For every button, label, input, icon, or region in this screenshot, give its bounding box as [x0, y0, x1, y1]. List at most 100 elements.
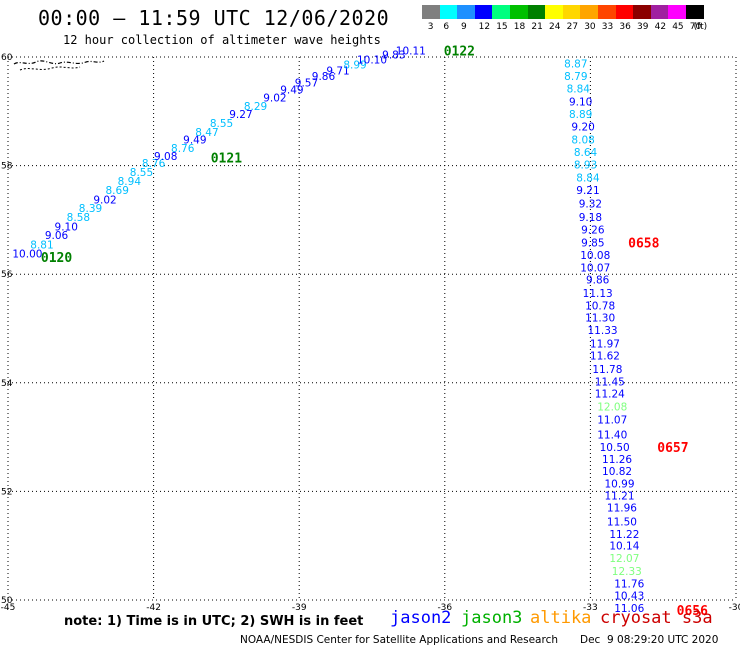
legend-label: 9 — [461, 22, 467, 32]
wave-height-value: 9.49 — [183, 135, 206, 147]
wave-height-value: 8.47 — [195, 127, 218, 139]
legend-swatch — [510, 5, 529, 19]
legend-label: 30 — [584, 22, 596, 32]
color-scale-legend: 3 6 9 12 15 18 21 24 27 30 33 36 39 42 45 70 (ft) — [0, 0, 740, 40]
legend-swatch — [439, 5, 458, 19]
wave-height-value: 8.93 — [574, 160, 597, 172]
pass-time-label: 0657 — [657, 441, 688, 456]
wave-height-value: 8.76 — [142, 158, 166, 170]
legend-swatch — [562, 5, 581, 19]
legend-swatch — [668, 5, 687, 19]
wave-height-value: 9.57 — [295, 78, 318, 90]
legend-swatch — [422, 5, 441, 19]
wave-height-value: 9.32 — [579, 199, 602, 211]
wave-height-value: 8.94 — [118, 176, 142, 188]
wave-height-value: 8.84 — [567, 83, 591, 95]
wave-height-value: 11.30 — [585, 313, 615, 325]
wave-height-value: 8.81 — [30, 239, 53, 251]
wave-height-plot: -45-42-39-36-33-3050525456586010.008.819… — [1, 44, 740, 619]
wave-height-value: 11.13 — [583, 288, 613, 300]
wave-height-value: 11.50 — [607, 516, 637, 528]
legend-label: 70 — [689, 22, 702, 32]
legend-swatch — [580, 5, 599, 19]
wave-height-value: 8.55 — [210, 118, 233, 130]
wave-height-value: 10.99 — [604, 478, 634, 490]
chart-subtitle: 12 hour collection of altimeter wave hei… — [63, 33, 381, 47]
legend-swatch — [474, 5, 493, 19]
wave-height-value: 9.06 — [45, 230, 69, 242]
legend-label: 24 — [549, 22, 561, 32]
wave-height-value: 8.39 — [79, 203, 102, 215]
wave-height-value: 11.07 — [597, 415, 627, 427]
x-tick-label: -39 — [292, 603, 307, 613]
wave-height-value: 8.29 — [244, 101, 267, 113]
wave-height-value: 8.08 — [571, 135, 594, 147]
wave-height-value: 10.43 — [614, 591, 644, 603]
wave-height-value: 11.21 — [604, 491, 634, 503]
wave-height-value: 8.84 — [576, 173, 600, 185]
wave-height-value: 9.02 — [263, 93, 286, 105]
chart-title: 00:00 – 11:59 UTC 12/06/2020 — [38, 6, 390, 30]
wave-height-value: 9.83 — [382, 49, 405, 61]
legend-label: 39 — [637, 22, 649, 32]
legend-swatch — [615, 5, 634, 19]
legend-label: 42 — [654, 22, 667, 32]
y-tick-label: 58 — [1, 162, 13, 172]
wave-height-value: 9.27 — [229, 109, 252, 121]
wave-height-value: 9.49 — [280, 85, 303, 97]
wave-height-value: 9.20 — [571, 122, 594, 134]
y-tick-label: 50 — [1, 596, 13, 606]
legend-swatch — [650, 5, 669, 19]
wave-height-value: 9.86 — [586, 275, 610, 287]
wave-height-value: 11.06 — [614, 603, 644, 615]
y-tick-label: 54 — [1, 379, 13, 389]
coastline — [13, 60, 105, 65]
wave-height-value: 11.26 — [602, 454, 632, 466]
wave-height-value: 10.08 — [580, 250, 610, 262]
wave-height-value: 8.58 — [67, 212, 90, 224]
wave-height-value: 11.96 — [607, 503, 637, 515]
satellite-altika-label: altika — [530, 608, 592, 628]
satellite-cryosat-label: cryosat s3a — [600, 608, 713, 628]
wave-height-value: 10.07 — [580, 263, 610, 275]
wave-height-value: 9.21 — [576, 185, 599, 197]
wave-height-value: 10.82 — [602, 466, 632, 478]
wave-height-value: 8.99 — [343, 60, 366, 72]
legend-label: 36 — [619, 22, 631, 32]
wave-height-value: 9.08 — [154, 151, 177, 163]
coastline — [19, 66, 81, 71]
wave-height-value: 9.71 — [326, 66, 349, 78]
legend-label: 27 — [566, 22, 579, 32]
legend-label: 15 — [496, 22, 508, 32]
wave-height-value: 10.00 — [12, 249, 42, 261]
legend-label: 45 — [672, 22, 684, 32]
x-tick-label: -33 — [583, 603, 598, 613]
footer-note: note: 1) Time is in UTC; 2) SWH is in fe… — [64, 614, 364, 629]
credit-text: NOAA/NESDIS Center for Satellite Applica… — [240, 634, 558, 646]
legend-swatch — [598, 5, 617, 19]
wave-height-value: 11.76 — [614, 579, 644, 591]
legend-label: 18 — [513, 22, 526, 32]
pass-time-label: 0656 — [677, 604, 708, 619]
satellite-jason3-label: jason3 — [461, 608, 523, 628]
legend-label: 6 — [443, 22, 450, 32]
wave-height-value: 8.64 — [574, 147, 598, 159]
wave-height-value: 8.89 — [569, 109, 592, 121]
pass-time-label: 0658 — [628, 237, 659, 252]
pass-time-label: 0122 — [444, 44, 475, 59]
wave-height-value: 10.10 — [357, 55, 387, 67]
legend-swatch — [686, 5, 705, 19]
wave-height-value: 9.18 — [579, 212, 602, 224]
legend-swatch — [527, 5, 546, 19]
pass-time-label: 0121 — [211, 151, 242, 166]
wave-height-value: 8.79 — [564, 71, 587, 83]
wave-height-value: 8.87 — [564, 59, 587, 71]
wave-height-value: 10.14 — [609, 541, 639, 553]
wave-height-value: 9.86 — [312, 71, 336, 83]
legend-label: 3 — [427, 22, 434, 32]
y-tick-label: 60 — [1, 53, 13, 63]
wave-height-value: 12.07 — [609, 553, 639, 565]
wave-height-value: 8.76 — [171, 143, 195, 155]
satellite-jason2-label: jason2 — [390, 608, 452, 628]
wave-height-value: 11.24 — [595, 389, 625, 401]
